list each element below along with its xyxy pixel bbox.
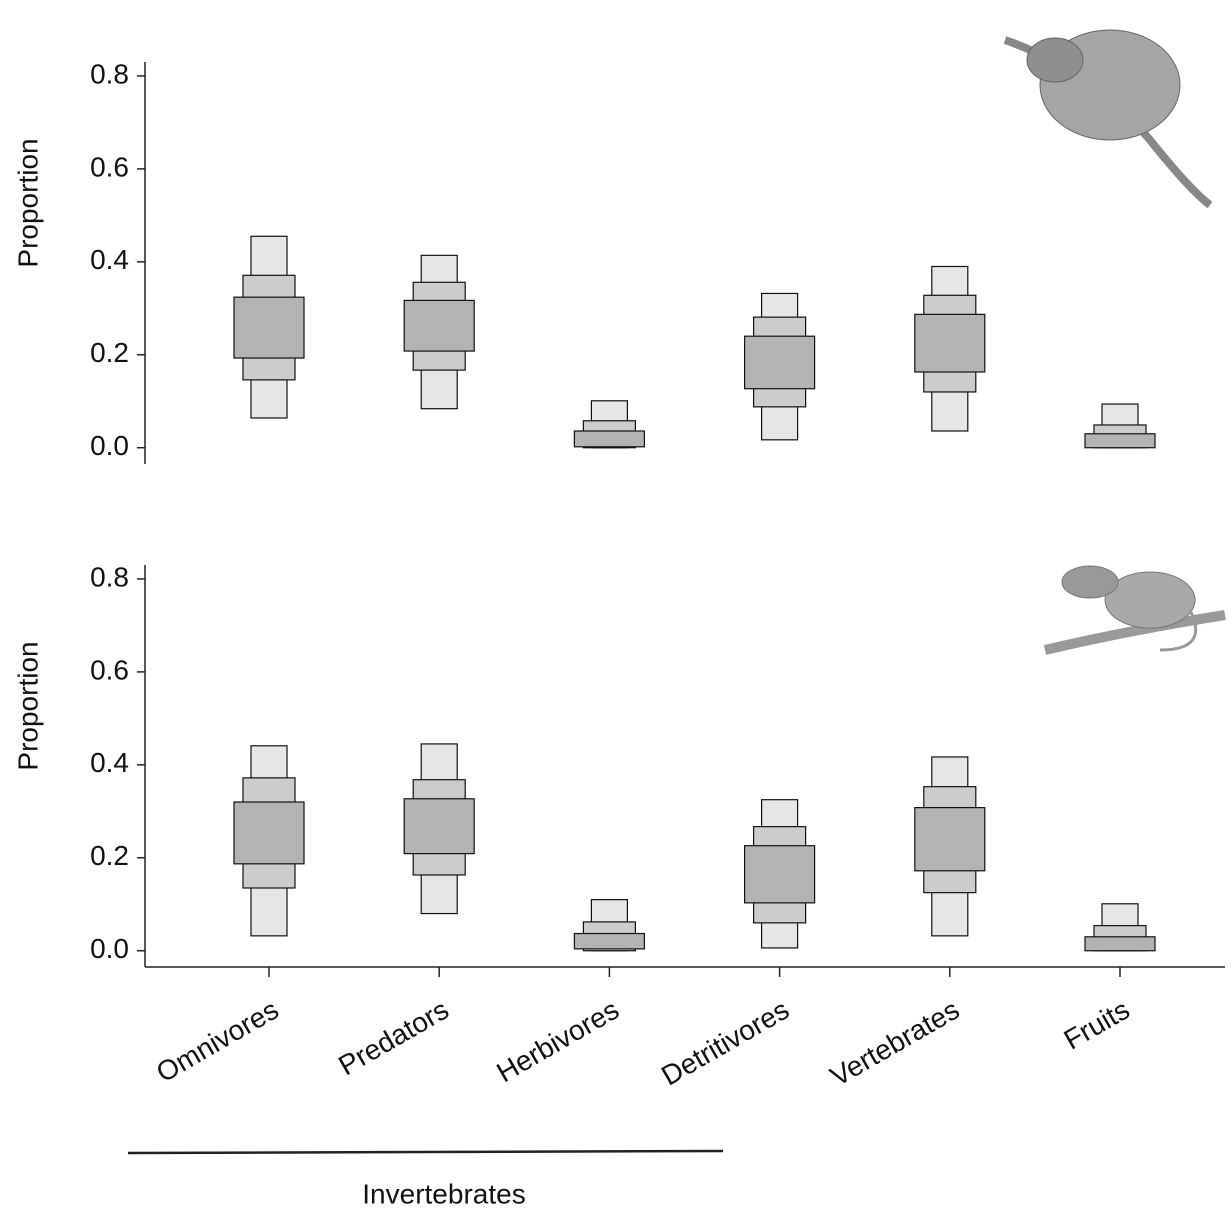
- y-axis-label: Proportion: [12, 138, 43, 267]
- interval-box: [914, 806, 986, 872]
- y-tick-label: 0.8: [90, 561, 129, 592]
- y-tick-label: 0.6: [90, 654, 129, 685]
- y-tick-label: 0.6: [90, 151, 129, 182]
- group-bracket: [127, 1149, 724, 1155]
- y-tick-label: 0.0: [90, 933, 129, 964]
- y-tick-label: 0.4: [90, 747, 129, 778]
- y-tick-label: 0.4: [90, 244, 129, 275]
- interval-box: [1084, 936, 1156, 952]
- mouse-opossum-illustration: [1043, 565, 1226, 655]
- interval-box: [403, 798, 475, 855]
- x-tick-label: Vertebrates: [825, 994, 965, 1092]
- opossum-illustration: [1003, 29, 1213, 209]
- interval-box: [233, 801, 305, 865]
- y-tick-label: 0.8: [90, 58, 129, 89]
- interval-box: [743, 845, 816, 904]
- interval-box: [403, 299, 475, 352]
- y-axis-label: Proportion: [12, 641, 43, 770]
- interval-box: [1084, 433, 1156, 449]
- y-tick-label: 0.2: [90, 840, 129, 871]
- x-tick-label: Herbivores: [491, 994, 624, 1089]
- interval-box: [573, 932, 646, 950]
- interval-box: [573, 430, 646, 448]
- x-tick-label: Omnivores: [151, 994, 284, 1089]
- x-tick-label: Predators: [333, 994, 454, 1082]
- y-tick-label: 0.0: [90, 430, 129, 461]
- x-tick-label: Fruits: [1059, 994, 1135, 1056]
- interval-box: [743, 335, 816, 390]
- interval-box: [233, 296, 305, 359]
- y-tick-label: 0.2: [90, 337, 129, 368]
- x-tick-label: Detritivores: [656, 994, 794, 1092]
- interval-box: [914, 313, 986, 373]
- group-label: Invertebrates: [362, 1178, 525, 1209]
